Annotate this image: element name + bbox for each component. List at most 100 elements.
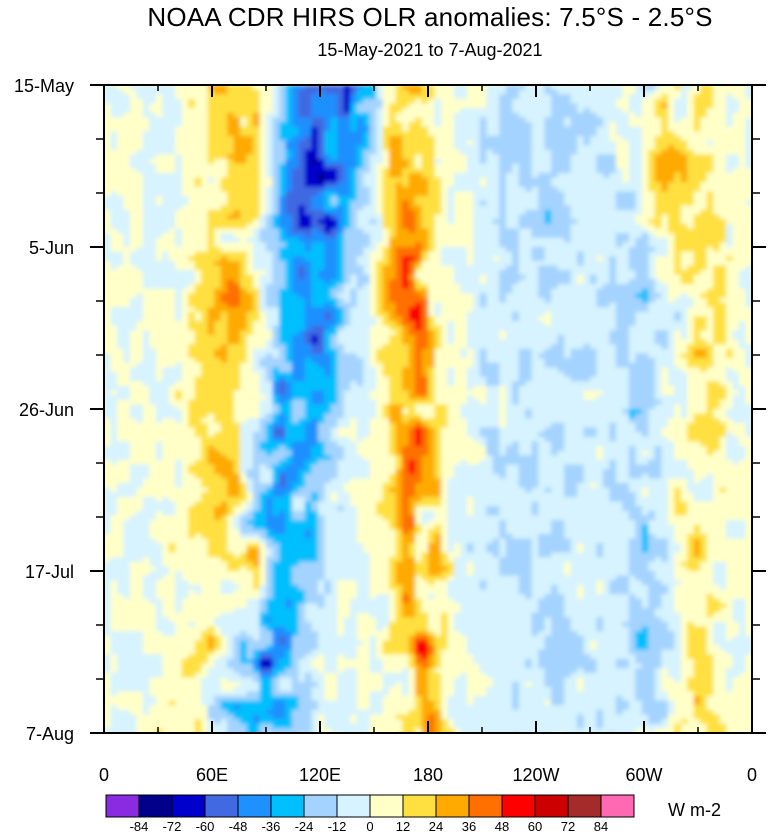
- heatmap-cell: [129, 251, 137, 257]
- heatmap-cell: [486, 209, 494, 216]
- heatmap-cell: [330, 168, 338, 174]
- heatmap-cell: [389, 214, 397, 220]
- heatmap-cell: [648, 94, 656, 100]
- heatmap-cell: [739, 108, 747, 114]
- heatmap-cell: [317, 260, 325, 267]
- heatmap-cell: [175, 302, 183, 308]
- heatmap-cell: [356, 274, 364, 280]
- heatmap-cell: [667, 205, 675, 211]
- heatmap-cell: [291, 265, 299, 271]
- heatmap-cell: [557, 126, 565, 132]
- heatmap-cell: [194, 172, 202, 179]
- heatmap-cell: [700, 284, 708, 290]
- heatmap-cell: [201, 168, 209, 174]
- heatmap-cell: [700, 191, 708, 197]
- heatmap-cell: [149, 247, 157, 253]
- heatmap-cell: [667, 228, 675, 234]
- heatmap-cell: [168, 149, 176, 156]
- heatmap-cell: [486, 237, 494, 243]
- heatmap-cell: [719, 242, 727, 248]
- heatmap-cell: [246, 145, 254, 151]
- heatmap-cell: [687, 172, 695, 179]
- heatmap-cell: [376, 131, 384, 137]
- heatmap-cell: [661, 307, 669, 313]
- heatmap-cell: [142, 233, 150, 239]
- heatmap-cell: [382, 251, 390, 257]
- heatmap-cell: [376, 196, 384, 202]
- heatmap-cell: [719, 288, 727, 294]
- heatmap-cell: [356, 214, 364, 220]
- heatmap-cell: [168, 311, 176, 318]
- heatmap-cell: [246, 297, 254, 304]
- heatmap-cell: [311, 94, 319, 100]
- heatmap-cell: [486, 293, 494, 299]
- heatmap-cell: [434, 307, 442, 313]
- heatmap-cell: [615, 89, 623, 95]
- heatmap-cell: [667, 237, 675, 243]
- heatmap-cell: [609, 112, 617, 118]
- heatmap-cell: [227, 98, 235, 105]
- heatmap-cell: [512, 98, 520, 105]
- heatmap-cell: [298, 85, 306, 91]
- heatmap-cell: [324, 85, 332, 91]
- heatmap-cell: [622, 260, 630, 267]
- heatmap-cell: [518, 98, 526, 105]
- heatmap-cell: [428, 219, 436, 225]
- heatmap-cell: [674, 94, 682, 100]
- heatmap-cell: [220, 135, 228, 142]
- heatmap-cell: [129, 302, 137, 308]
- heatmap-cell: [739, 237, 747, 243]
- heatmap-cell: [590, 131, 598, 137]
- heatmap-cell: [687, 98, 695, 105]
- heatmap-cell: [635, 214, 643, 220]
- heatmap-cell: [356, 108, 364, 114]
- heatmap-cell: [129, 293, 137, 299]
- heatmap-cell: [428, 233, 436, 239]
- heatmap-cell: [719, 108, 727, 114]
- heatmap-cell: [285, 122, 293, 128]
- heatmap-cell: [136, 126, 144, 132]
- heatmap-cell: [635, 122, 643, 128]
- heatmap-cell: [201, 214, 209, 220]
- heatmap-cell: [253, 284, 261, 290]
- heatmap-cell: [181, 256, 189, 262]
- heatmap-cell: [732, 154, 740, 160]
- heatmap-cell: [440, 237, 449, 243]
- heatmap-cell: [615, 297, 623, 304]
- heatmap-cell: [492, 94, 500, 100]
- heatmap-cell: [551, 214, 559, 220]
- heatmap-cell: [291, 177, 299, 183]
- heatmap-cell: [330, 200, 338, 206]
- heatmap-cell: [745, 274, 752, 280]
- heatmap-cell: [285, 228, 293, 234]
- heatmap-cell: [512, 297, 520, 304]
- heatmap-cell: [641, 135, 649, 142]
- heatmap-cell: [680, 172, 688, 179]
- heatmap-cell: [557, 135, 565, 142]
- heatmap-cell: [285, 140, 293, 146]
- heatmap-cell: [654, 237, 662, 243]
- heatmap-cell: [291, 140, 299, 146]
- heatmap-cell: [330, 94, 338, 100]
- heatmap-cell: [447, 163, 455, 169]
- heatmap-cell: [492, 149, 500, 156]
- heatmap-cell: [492, 163, 500, 169]
- heatmap-cell: [220, 233, 228, 239]
- heatmap-cell: [609, 108, 617, 114]
- heatmap-cell: [726, 228, 734, 234]
- heatmap-cell: [551, 274, 559, 280]
- heatmap-cell: [486, 205, 494, 211]
- heatmap-cell: [298, 279, 306, 285]
- heatmap-cell: [700, 251, 708, 257]
- heatmap-cell: [408, 251, 416, 257]
- heatmap-cell: [343, 311, 351, 318]
- heatmap-cell: [395, 145, 403, 151]
- heatmap-cell: [240, 191, 248, 197]
- heatmap-cell: [104, 233, 112, 239]
- heatmap-cell: [531, 196, 539, 202]
- heatmap-cell: [434, 145, 442, 151]
- heatmap-cell: [324, 112, 332, 118]
- heatmap-cell: [745, 94, 752, 100]
- heatmap-cell: [609, 311, 617, 318]
- heatmap-cell: [615, 149, 623, 156]
